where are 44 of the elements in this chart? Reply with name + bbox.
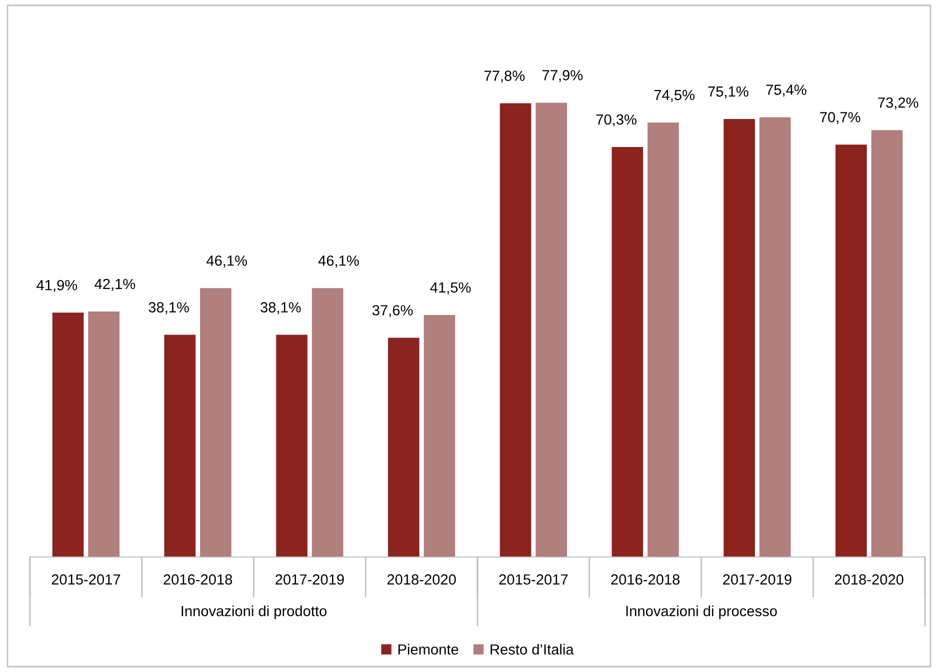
x-tick-label: 2016-2018 <box>611 574 680 585</box>
data-label: 46,1% <box>206 255 247 268</box>
data-label: 42,1% <box>94 278 136 291</box>
bar <box>612 147 644 557</box>
data-label: 74,5% <box>654 90 694 102</box>
data-label: 38,1% <box>148 302 189 314</box>
bar <box>759 117 791 557</box>
x-tick-label: 2017-2019 <box>723 574 792 585</box>
text: Innovazioni di prodotto <box>182 606 327 620</box>
text: Innovazioni di processo <box>626 606 777 620</box>
data-label: 46,1% <box>318 255 359 268</box>
bar <box>424 314 456 557</box>
data-label: 75,1% <box>708 86 748 98</box>
x-tick-label: 2018-2020 <box>834 574 904 585</box>
data-label: 70,3% <box>596 114 636 126</box>
x-tick-label: 2015-2017 <box>499 574 568 585</box>
data-label: 41,5% <box>430 282 471 294</box>
bar <box>724 119 755 557</box>
legend-label: Piemonte <box>398 644 458 655</box>
bar <box>648 122 679 557</box>
x-tick-label: 2017-2019 <box>276 574 344 585</box>
data-label: 70,7% <box>820 112 860 124</box>
data-label: 41,9% <box>36 280 78 292</box>
bar <box>836 144 867 557</box>
legend-label: Resto d’Italia <box>490 644 574 655</box>
x-tick-label: 2018-2020 <box>387 574 456 585</box>
bar <box>276 334 308 557</box>
data-label: 73,2% <box>878 97 918 110</box>
bar <box>500 103 532 557</box>
data-label: 37,6% <box>372 305 413 318</box>
data-label: 38,1% <box>260 302 301 314</box>
data-label: 75,4% <box>766 84 806 97</box>
x-tick-label: 2016-2018 <box>164 574 232 585</box>
data-label: 77,9% <box>542 70 583 82</box>
data-label: 77,8% <box>484 70 525 83</box>
bar <box>536 102 567 557</box>
bar <box>200 288 232 557</box>
bar <box>88 311 120 557</box>
bar <box>312 288 344 557</box>
x-tick-label: 2015-2017 <box>52 574 120 585</box>
bar <box>871 130 903 557</box>
bar <box>388 338 420 557</box>
bar <box>164 334 196 557</box>
bar <box>52 312 84 557</box>
